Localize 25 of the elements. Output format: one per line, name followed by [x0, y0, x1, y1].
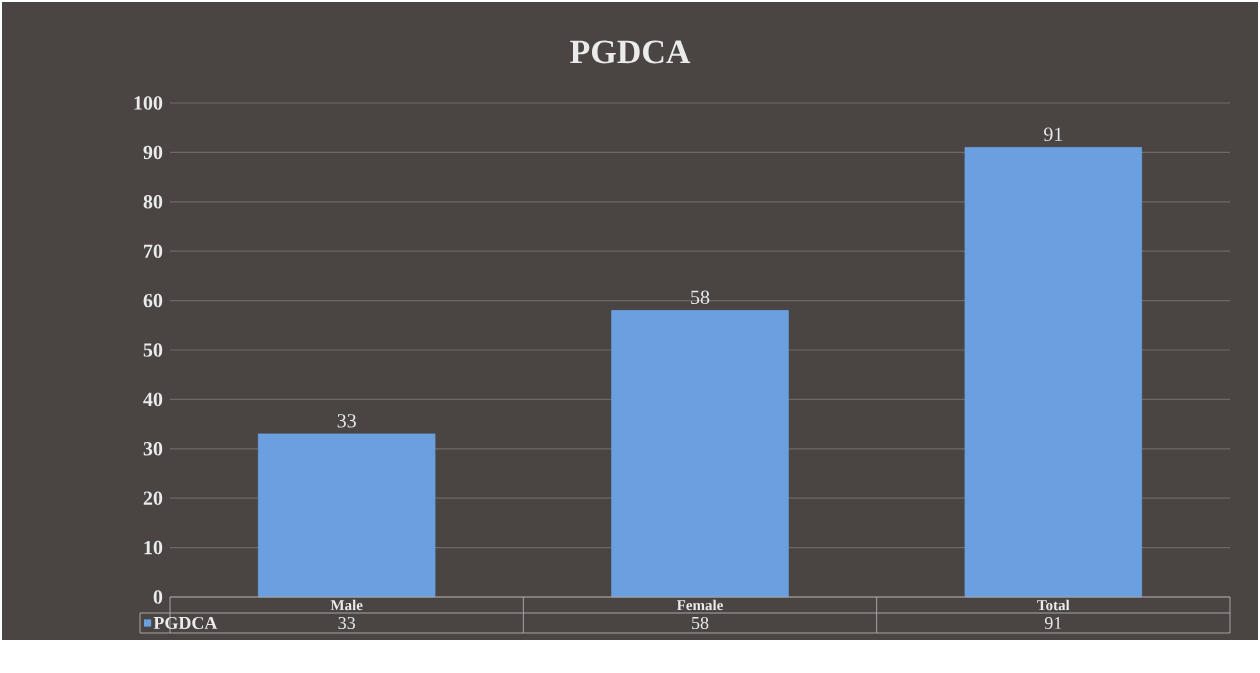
bar	[964, 147, 1143, 598]
x-tick-label: Total	[1037, 599, 1070, 611]
text: 91	[1044, 616, 1062, 630]
y-tick-label: 60	[143, 293, 163, 308]
data-label: 58	[691, 290, 710, 305]
y-tick-label: 10	[144, 540, 163, 555]
chart-title: PGDCA	[570, 40, 691, 64]
legend-label: PGDCA	[153, 616, 218, 630]
y-tick-label: 70	[144, 244, 163, 258]
bar	[611, 310, 789, 598]
text: 58	[692, 616, 709, 630]
x-tick-label: Female	[676, 599, 723, 611]
y-tick-label: 40	[143, 392, 163, 407]
y-tick-label: 30	[143, 442, 163, 456]
bar	[257, 433, 436, 598]
y-tick-label: 90	[143, 145, 163, 160]
y-tick-label: 100	[134, 96, 163, 110]
text: 33	[338, 616, 355, 630]
y-tick-label: 50	[143, 343, 163, 357]
data-label: 33	[337, 414, 356, 428]
x-tick-label: Male	[330, 599, 363, 611]
y-tick-label: 80	[143, 195, 163, 209]
y-tick-label: 0	[153, 590, 163, 604]
data-label: 91	[1043, 127, 1063, 142]
y-tick-label: 20	[143, 491, 163, 505]
